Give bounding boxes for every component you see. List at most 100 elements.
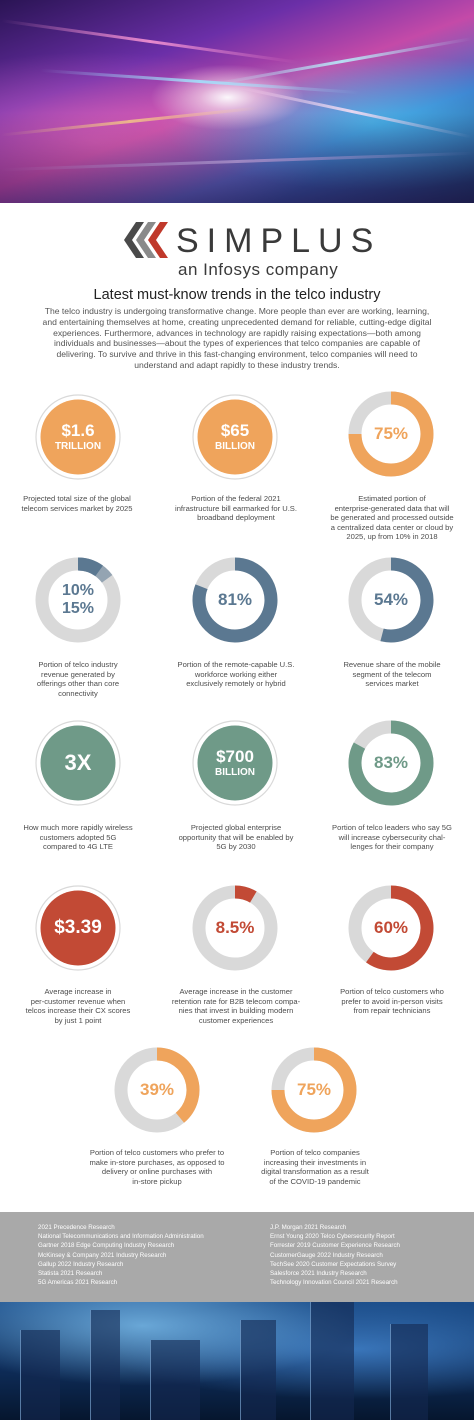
stat-caption-line: Portion of the remote-capable U.S. bbox=[177, 660, 295, 669]
stat-caption-line: Average increase in bbox=[44, 987, 112, 996]
stat-value-primary: 60% bbox=[373, 918, 409, 938]
stat-caption-line: telecom services market by 2025 bbox=[21, 503, 133, 513]
stat-caption-line: exclusively remotely or hybrid bbox=[186, 679, 286, 689]
stat-caption-line: delivery or online purchases with bbox=[101, 1167, 213, 1177]
stat-graphic-14: 75% bbox=[271, 1047, 357, 1133]
stat-graphic-9: 83% bbox=[348, 720, 434, 806]
brand-tagline: an Infosys company bbox=[178, 260, 339, 279]
stat-caption-line: Projected total size of the global bbox=[23, 494, 131, 503]
stat-ring-svg bbox=[348, 885, 434, 971]
source-item: McKinsey & Company 2021 Industry Researc… bbox=[38, 1251, 167, 1259]
stat-disc bbox=[40, 725, 116, 801]
stat-graphic-3: 75% bbox=[348, 391, 434, 477]
stat-caption-line: offerings other than core bbox=[36, 679, 120, 689]
source-item: Gartner 2018 Edge Computing Industry Res… bbox=[38, 1242, 175, 1250]
stat-caption: Projected global enterprise opportunity t… bbox=[164, 823, 308, 852]
stat-ring-svg bbox=[348, 557, 434, 643]
intro-paragraph: The telco industry is undergoing transfo… bbox=[42, 306, 432, 370]
stat-value-primary: 10% bbox=[61, 582, 95, 600]
sources-right-column: J.P. Morgan 2021 Research Ernst Young 202… bbox=[270, 1223, 400, 1287]
stat-caption-line: increasing their investments in bbox=[263, 1157, 367, 1167]
simplus-logo: SIMPLUS an Infosys company bbox=[120, 219, 373, 281]
stat-caption-line: workforce working either bbox=[194, 669, 278, 679]
stat-ring-fill bbox=[234, 885, 257, 903]
stat-caption-line: lenges for their company bbox=[350, 842, 434, 852]
source-item: J.P. Morgan 2021 Research bbox=[270, 1224, 347, 1231]
stat-value-secondary: TRILLION bbox=[54, 440, 102, 452]
stat-disc bbox=[40, 399, 116, 475]
stat-caption-line: Portion of telco customers who bbox=[340, 987, 444, 996]
stat-caption: Portion of telco customers who prefer to… bbox=[80, 1148, 234, 1186]
stat-value: 81% bbox=[192, 557, 278, 643]
simplus-logo-mark-icon bbox=[124, 222, 168, 258]
stat-value-primary: 39% bbox=[139, 1080, 175, 1100]
stat-disc bbox=[197, 725, 273, 801]
stat-value: 10% 15% bbox=[35, 557, 121, 643]
stat-disc bbox=[40, 890, 116, 966]
stat-ring-fill bbox=[192, 557, 278, 643]
stat-caption-line: revenue generated by bbox=[41, 669, 115, 679]
stat-caption-line: Projected global enterprise bbox=[190, 823, 282, 832]
stat-caption-line: Revenue share of the mobile bbox=[343, 660, 441, 669]
footer-image bbox=[0, 1302, 474, 1420]
stat-caption-line: How much more rapidly wireless bbox=[23, 823, 133, 832]
stat-ring-svg bbox=[35, 885, 121, 971]
stat-value: $1.6 TRILLION bbox=[35, 394, 121, 480]
stat-disc bbox=[197, 399, 273, 475]
page-title: Latest must-know trends in the telco ind… bbox=[93, 287, 381, 303]
source-item: National Telecommunications and Informat… bbox=[38, 1233, 204, 1241]
stat-value: 54% bbox=[348, 557, 434, 643]
stat-caption-line: enterprise-generated data that will bbox=[334, 503, 450, 513]
stat-value: 75% bbox=[348, 391, 434, 477]
stat-caption: Portion of telco industry revenue generat… bbox=[10, 660, 146, 698]
stat-value-primary: 75% bbox=[296, 1080, 332, 1100]
stat-ring-svg bbox=[192, 557, 278, 643]
stat-caption-line: digital transformation as a result bbox=[261, 1167, 369, 1177]
stat-caption-line: Portion of telco customers who prefer to bbox=[89, 1148, 225, 1157]
stat-value: 39% bbox=[114, 1047, 200, 1133]
stat-caption-line: make in-store purchases, as opposed to bbox=[89, 1157, 225, 1167]
stat-caption-line: be generated and processed outside bbox=[330, 513, 454, 523]
stat-caption-line: retention rate for B2B telecom compa- bbox=[171, 996, 301, 1006]
stat-value-primary: 8.5% bbox=[215, 918, 255, 938]
stat-value-primary: $3.39 bbox=[54, 917, 102, 939]
stat-caption: Portion of the remote-capable U.S. workfo… bbox=[163, 660, 309, 689]
stat-graphic-11: 8.5% bbox=[192, 885, 278, 971]
stat-value-primary: $65 bbox=[220, 421, 250, 441]
stat-value: 8.5% bbox=[192, 885, 278, 971]
stat-graphic-6: 54% bbox=[348, 557, 434, 643]
stat-caption-line: customers adopted 5G bbox=[39, 832, 117, 842]
stat-ring-fill bbox=[348, 720, 434, 806]
stat-value-secondary: BILLION bbox=[215, 766, 255, 778]
stat-ring-svg bbox=[35, 720, 121, 806]
stat-ring-fill bbox=[271, 1047, 357, 1133]
stat-caption-line: telcos increase their CX scores bbox=[25, 1006, 131, 1016]
stat-graphic-1: $1.6 TRILLION bbox=[35, 394, 121, 480]
hero-image bbox=[0, 0, 474, 203]
stat-caption: Portion of telco customers who prefer to … bbox=[322, 987, 462, 1016]
stat-value: 75% bbox=[271, 1047, 357, 1133]
stat-value: $65 BILLION bbox=[192, 394, 278, 480]
stat-value: 3X bbox=[35, 720, 121, 806]
stat-caption: Portion of the federal 2021 infrastructur… bbox=[168, 494, 304, 523]
stat-ring-svg bbox=[192, 720, 278, 806]
source-item: Ernst Young 2020 Telco Cybersecurity Rep… bbox=[270, 1233, 395, 1241]
stat-caption-line: Average increase in the customer bbox=[179, 987, 293, 996]
stat-ring-fill bbox=[380, 557, 434, 643]
stat-graphic-10: $3.39 bbox=[35, 885, 121, 971]
stat-caption-line: will increase cybersecurity chal- bbox=[338, 832, 446, 842]
stat-caption-line: per-customer revenue when bbox=[30, 996, 126, 1006]
stat-caption-line: of the COVID-19 pandemic bbox=[269, 1176, 361, 1186]
stat-ring-fill bbox=[156, 1047, 200, 1123]
source-item: Technology Innovation Council 2021 Resea… bbox=[270, 1279, 398, 1287]
stat-value-primary: 81% bbox=[217, 590, 253, 610]
stat-ring-svg bbox=[35, 557, 121, 643]
stat-value-primary: 3X bbox=[64, 749, 92, 775]
stat-ring-svg bbox=[348, 391, 434, 477]
stat-caption-line: opportunity that will be enabled by bbox=[178, 832, 294, 842]
stat-ring-svg bbox=[192, 394, 278, 480]
stat-caption-line: Estimated portion of bbox=[358, 494, 426, 503]
stat-ring-fill bbox=[77, 557, 103, 577]
stat-ring-svg bbox=[35, 394, 121, 480]
stat-value-primary: 54% bbox=[373, 590, 409, 610]
